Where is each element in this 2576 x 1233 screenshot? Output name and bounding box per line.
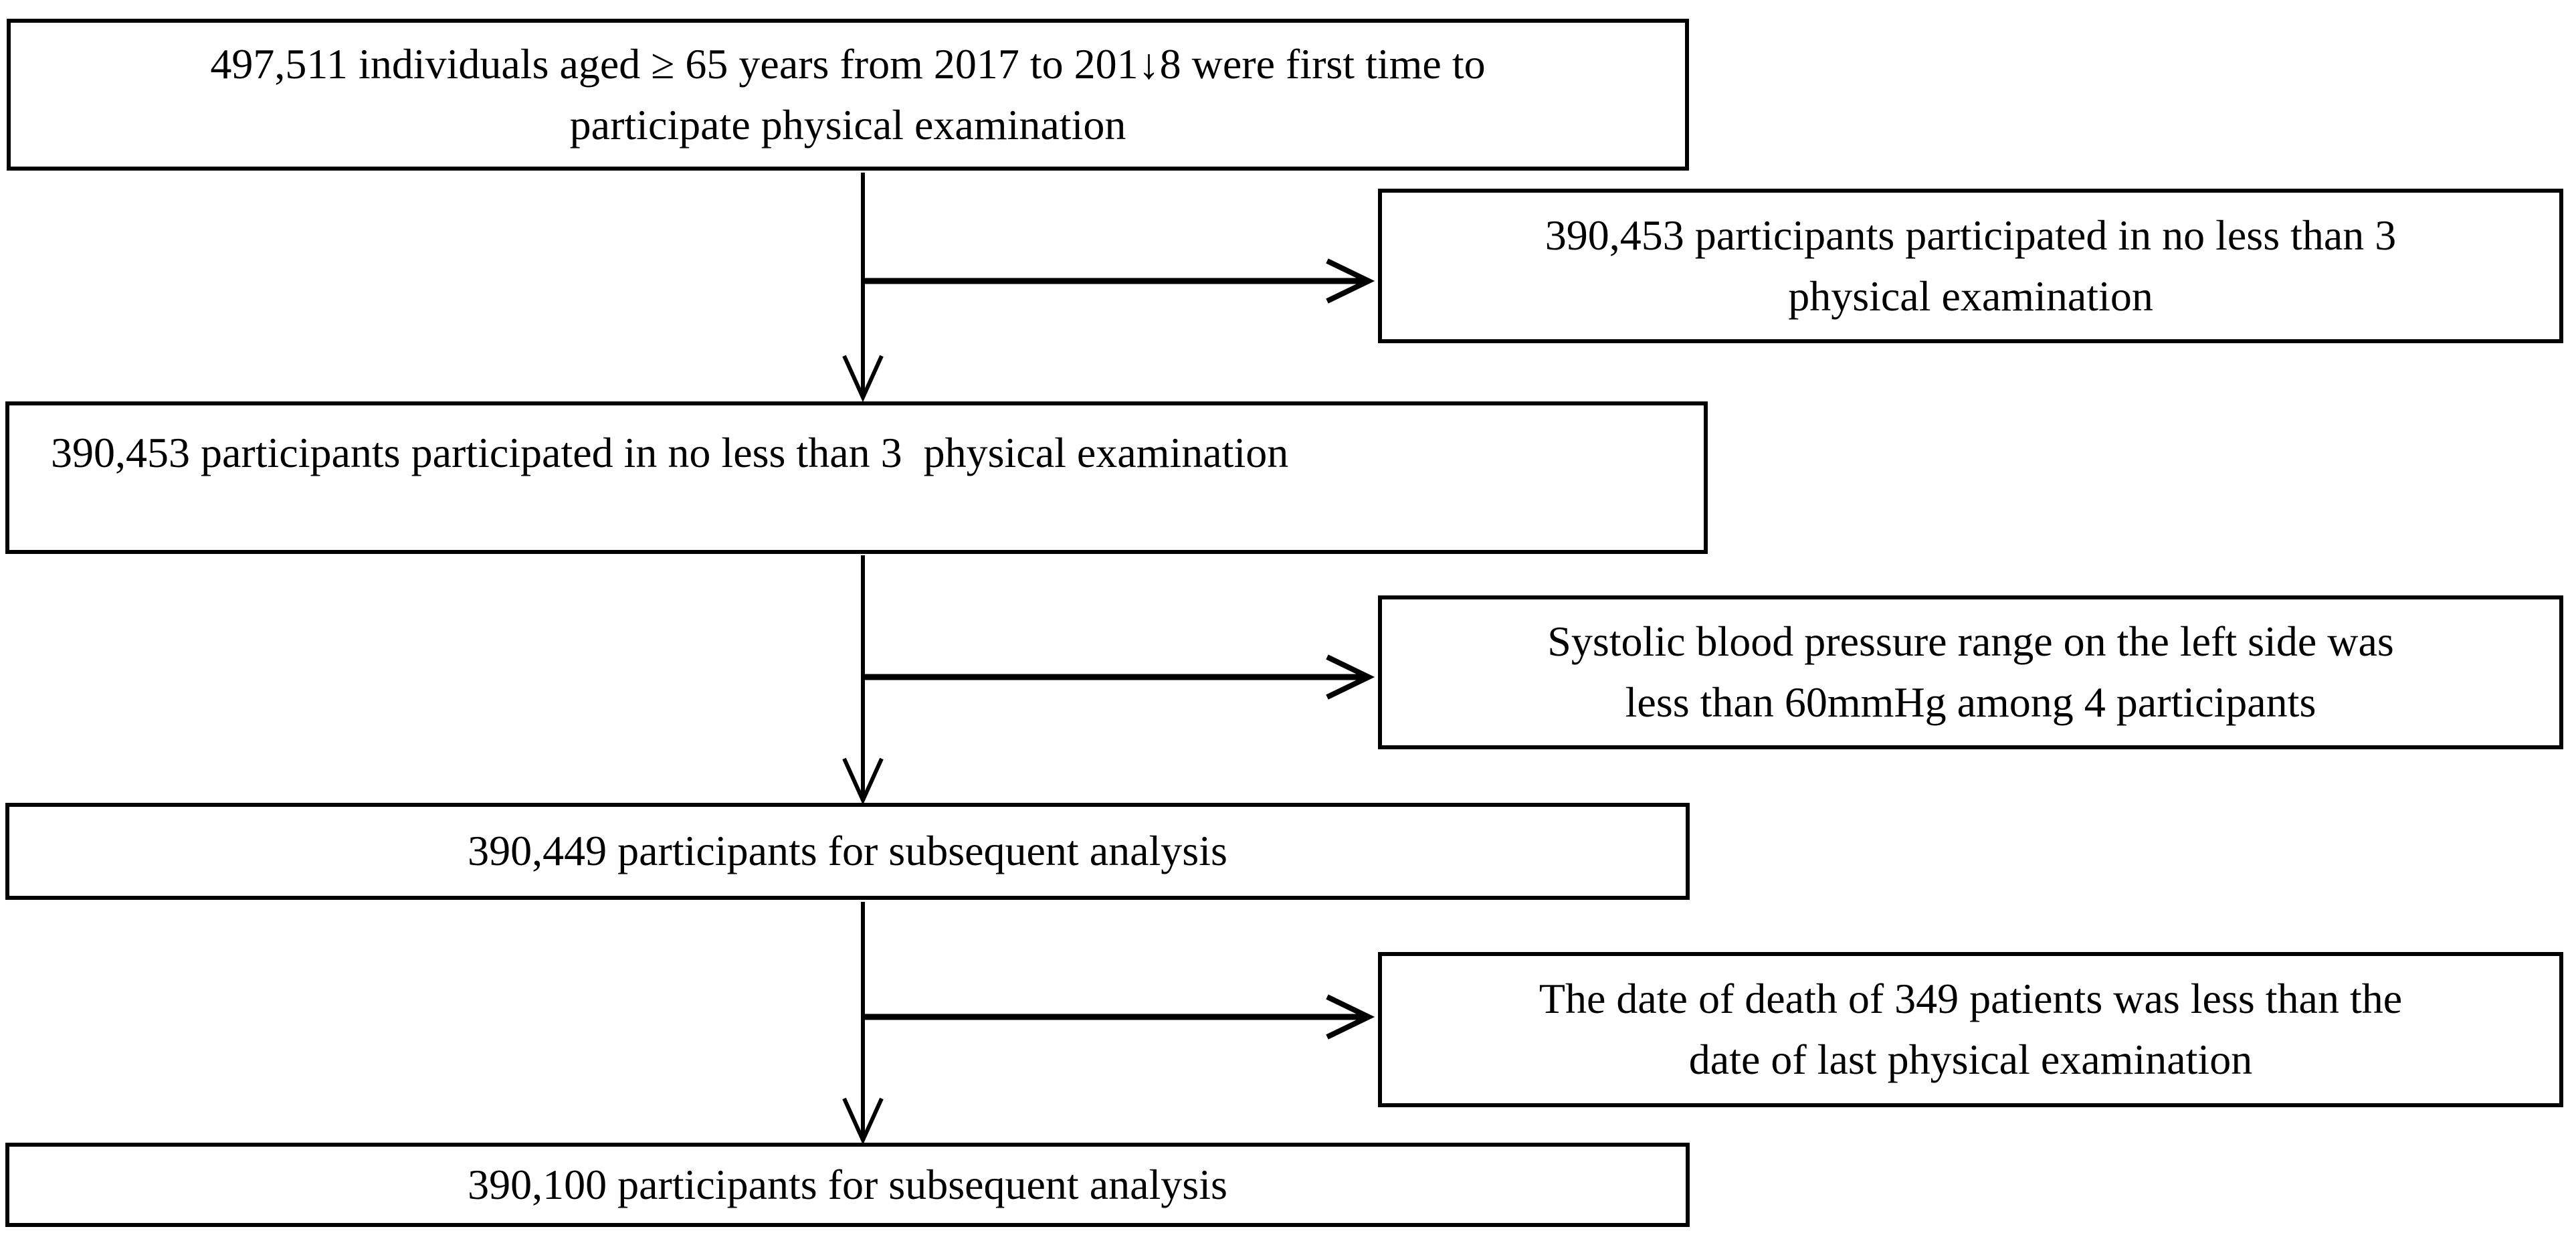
flow-box-final-cohort: 390,100 participants for subsequent anal… xyxy=(5,1143,1690,1227)
flow-box-cohort-exam-count: 390,453 participants participated in no … xyxy=(5,401,1708,554)
arrow-right-1 xyxy=(861,258,1375,304)
flow-box-initial-population: 497,511 individuals aged ≥ 65 years from… xyxy=(7,19,1689,171)
arrow-down-1 xyxy=(842,173,884,403)
flow-box-cohort-exam-count-text: 390,453 participants participated in no … xyxy=(51,429,1289,476)
arrow-right-2 xyxy=(861,654,1375,700)
arrow-down-2 xyxy=(842,555,884,805)
flow-box-side-sbp-exclusion: Systolic blood pressure range on the lef… xyxy=(1378,595,2563,749)
flow-box-side-exam-count: 390,453 participants participated in no … xyxy=(1378,189,2563,343)
flow-box-cohort-after-sbp: 390,449 participants for subsequent anal… xyxy=(5,803,1690,900)
flow-box-cohort-after-sbp-text: 390,449 participants for subsequent anal… xyxy=(468,827,1227,875)
flow-box-initial-population-text: 497,511 individuals aged ≥ 65 years from… xyxy=(210,39,1486,149)
flow-box-side-death-date-exclusion-text: The date of death of 349 patients was le… xyxy=(1539,975,2403,1083)
flow-box-side-death-date-exclusion: The date of death of 349 patients was le… xyxy=(1378,952,2563,1107)
flow-box-side-sbp-exclusion-text: Systolic blood pressure range on the lef… xyxy=(1547,618,2394,726)
arrow-down-3 xyxy=(842,902,884,1145)
flow-box-final-cohort-text: 390,100 participants for subsequent anal… xyxy=(468,1160,1227,1208)
flow-box-side-exam-count-text: 390,453 participants participated in no … xyxy=(1545,211,2397,320)
arrow-right-3 xyxy=(861,994,1375,1040)
